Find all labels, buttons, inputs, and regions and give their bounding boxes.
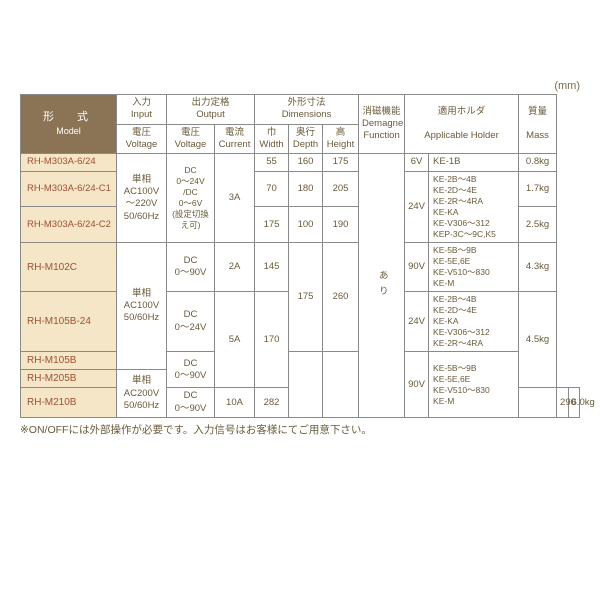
model-r2: RH-M303A-6/24-C1	[21, 171, 117, 207]
outc-c3: 5A	[215, 292, 255, 388]
w3: 175	[255, 207, 289, 243]
holder-6v-list: KE-1B	[429, 154, 519, 171]
model-r4: RH-M102C	[21, 243, 117, 292]
holder-24v: 24V	[405, 171, 429, 242]
h8: 290	[557, 388, 568, 418]
w8: 282	[255, 388, 289, 418]
input-g2: 単相 AC100V 50/60Hz	[117, 243, 167, 370]
hdr-in-voltage: 電圧Voltage	[117, 124, 167, 154]
spec-table: 形 式Model 入力Input 出力定格Output 外形寸法Dimensio…	[20, 94, 580, 418]
hdr-mass: 質量Mass	[519, 95, 557, 154]
d67	[289, 352, 323, 418]
holder-90v-a: 90V	[405, 243, 429, 292]
d1: 160	[289, 154, 323, 171]
hdr-holder: 適用ホルダApplicable Holder	[405, 95, 519, 154]
hdr-dim: 外形寸法Dimensions	[255, 95, 359, 125]
hdr-width: 巾Width	[255, 124, 289, 154]
w4: 145	[255, 243, 289, 292]
hdr-out-current: 電流Current	[215, 124, 255, 154]
hdr-depth: 奥行Depth	[289, 124, 323, 154]
h1: 175	[323, 154, 359, 171]
hdr-input: 入力Input	[117, 95, 167, 125]
d8	[519, 388, 557, 418]
outv-g1: DC 0〜24V /DC 0〜6V (設定切換え可)	[167, 154, 215, 243]
mass3: 2.5kg	[519, 207, 557, 243]
holder-90v-list2: KE-5B〜9B KE-5E,6E KE-V510〜830 KE-M	[429, 352, 519, 418]
w56: 170	[255, 292, 289, 388]
mass1: 0.8kg	[519, 154, 557, 171]
model-r5: RH-M105B-24	[21, 292, 117, 352]
model-r8: RH-M210B	[21, 388, 117, 418]
outv-v3: DC 0〜24V	[167, 292, 215, 352]
d2: 180	[289, 171, 323, 207]
model-r1: RH-M303A-6/24	[21, 154, 117, 171]
h3: 190	[323, 207, 359, 243]
outc-c1: 3A	[215, 154, 255, 243]
outc-c2: 2A	[215, 243, 255, 292]
unit-label: (mm)	[20, 80, 580, 92]
hdr-model: 形 式Model	[21, 95, 117, 154]
holder-90v-b: 90V	[405, 352, 429, 418]
input-g1: 単相 AC100V 〜220V 50/60Hz	[117, 154, 167, 243]
holder-24v-b: 24V	[405, 292, 429, 352]
mass4: 4.3kg	[519, 243, 557, 292]
w1: 55	[255, 154, 289, 171]
outv-v4: DC 0〜90V	[167, 352, 215, 388]
demag: あり	[359, 154, 405, 418]
d3: 100	[289, 207, 323, 243]
model-r6: RH-M105B	[21, 352, 117, 370]
mass2: 1.7kg	[519, 171, 557, 207]
hdr-height: 高Height	[323, 124, 359, 154]
d45: 175	[289, 243, 323, 352]
model-r3: RH-M303A-6/24-C2	[21, 207, 117, 243]
holder-24v-list1: KE-2B〜4B KE-2D〜4E KE-2R〜4RA KE-KA KE-V30…	[429, 171, 519, 242]
w2: 70	[255, 171, 289, 207]
h45: 260	[323, 243, 359, 352]
h67	[323, 352, 359, 418]
outv-v5: DC 0〜90V	[167, 388, 215, 418]
holder-24v-list2: KE-2B〜4B KE-2D〜4E KE-KA KE-V306〜312 KE-2…	[429, 292, 519, 352]
outv-v2: DC 0〜90V	[167, 243, 215, 292]
hdr-demag: 消磁機能Demagne Function	[359, 95, 405, 154]
outc-c4: 10A	[215, 388, 255, 418]
h2: 205	[323, 171, 359, 207]
holder-90v-list1: KE-5B〜9B KE-5E,6E KE-V510〜830 KE-M	[429, 243, 519, 292]
hdr-output: 出力定格Output	[167, 95, 255, 125]
model-r7: RH-M205B	[21, 370, 117, 388]
holder-6v: 6V	[405, 154, 429, 171]
footnote: ※ON/OFFには外部操作が必要です。入力信号はお客様にてご用意下さい。	[20, 422, 580, 437]
mass5: 4.5kg	[519, 292, 557, 388]
hdr-out-voltage: 電圧Voltage	[167, 124, 215, 154]
input-g3: 単相 AC200V 50/60Hz	[117, 370, 167, 418]
